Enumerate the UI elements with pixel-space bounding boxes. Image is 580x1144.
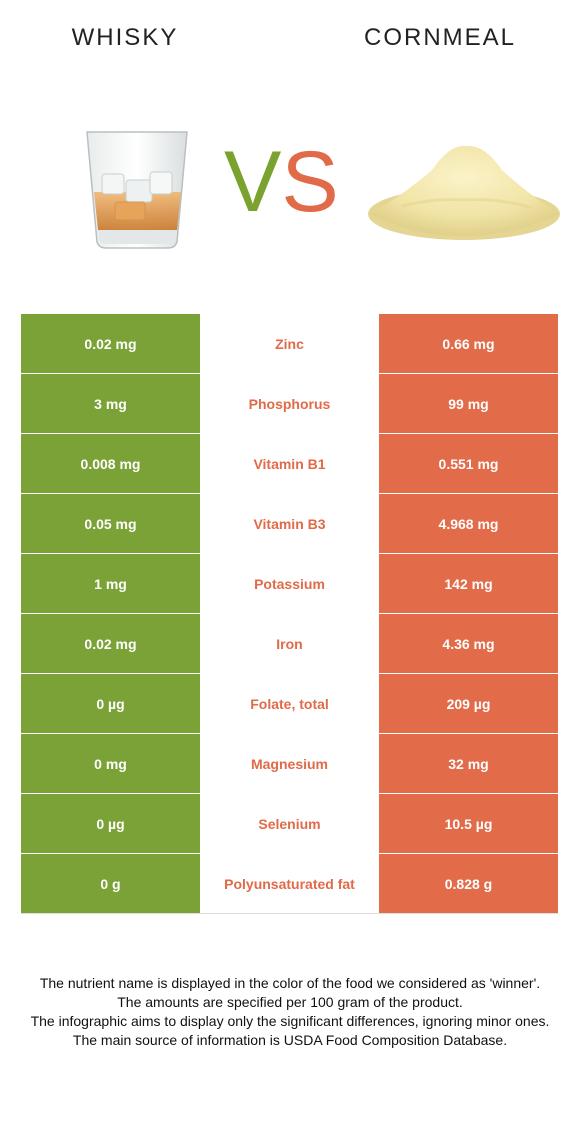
whisky-value: 0 mg (21, 734, 200, 793)
cornmeal-pile-image (362, 110, 567, 260)
left-food-title: WHISKY (71, 24, 179, 51)
nutrient-name: Selenium (200, 794, 379, 853)
nutrient-name: Phosphorus (200, 374, 379, 433)
comparison-table: 0.02 mg Zinc 0.66 mg 3 mg Phosphorus 99 … (21, 314, 558, 914)
whisky-value: 0 µg (21, 674, 200, 733)
whisky-value: 0 µg (21, 794, 200, 853)
footer-note: The main source of information is USDA F… (72, 1032, 508, 1048)
nutrient-name: Polyunsaturated fat (200, 854, 379, 913)
table-row: 0.02 mg Iron 4.36 mg (21, 614, 558, 674)
whisky-value: 3 mg (21, 374, 200, 433)
nutrient-name: Zinc (200, 314, 379, 373)
cornmeal-value: 0.828 g (379, 854, 558, 913)
right-food-title: CORNMEAL (363, 24, 517, 51)
cornmeal-value: 4.968 mg (379, 494, 558, 553)
nutrient-name: Potassium (200, 554, 379, 613)
table-row: 0 µg Folate, total 209 µg (21, 674, 558, 734)
footer-notes: The nutrient name is displayed in the co… (10, 974, 570, 1050)
cornmeal-value: 0.66 mg (379, 314, 558, 373)
whisky-value: 0.008 mg (21, 434, 200, 493)
whisky-value: 0.02 mg (21, 614, 200, 673)
table-row: 0 mg Magnesium 32 mg (21, 734, 558, 794)
table-row: 0.02 mg Zinc 0.66 mg (21, 314, 558, 374)
nutrient-name: Vitamin B1 (200, 434, 379, 493)
vs-letter-v: V (224, 134, 282, 230)
cornmeal-value: 10.5 µg (379, 794, 558, 853)
whisky-value: 1 mg (21, 554, 200, 613)
nutrient-name: Folate, total (200, 674, 379, 733)
nutrient-name: Vitamin B3 (200, 494, 379, 553)
footer-note: The infographic aims to display only the… (30, 1013, 550, 1029)
nutrient-name: Magnesium (200, 734, 379, 793)
table-row: 0.05 mg Vitamin B3 4.968 mg (21, 494, 558, 554)
vs-logo: VS (224, 132, 354, 232)
cornmeal-value: 32 mg (379, 734, 558, 793)
table-row: 0.008 mg Vitamin B1 0.551 mg (21, 434, 558, 494)
footer-note: The amounts are specified per 100 gram o… (117, 994, 463, 1010)
cornmeal-value: 209 µg (379, 674, 558, 733)
whisky-glass-image (70, 110, 200, 260)
nutrient-name: Iron (200, 614, 379, 673)
cornmeal-value: 99 mg (379, 374, 558, 433)
whisky-value: 0.05 mg (21, 494, 200, 553)
cornmeal-value: 0.551 mg (379, 434, 558, 493)
whisky-value: 0.02 mg (21, 314, 200, 373)
table-row: 3 mg Phosphorus 99 mg (21, 374, 558, 434)
table-row: 0 µg Selenium 10.5 µg (21, 794, 558, 854)
vs-letter-s: S (281, 134, 339, 230)
whisky-value: 0 g (21, 854, 200, 913)
table-row: 0 g Polyunsaturated fat 0.828 g (21, 854, 558, 914)
table-row: 1 mg Potassium 142 mg (21, 554, 558, 614)
cornmeal-value: 142 mg (379, 554, 558, 613)
footer-note: The nutrient name is displayed in the co… (39, 975, 541, 991)
cornmeal-value: 4.36 mg (379, 614, 558, 673)
